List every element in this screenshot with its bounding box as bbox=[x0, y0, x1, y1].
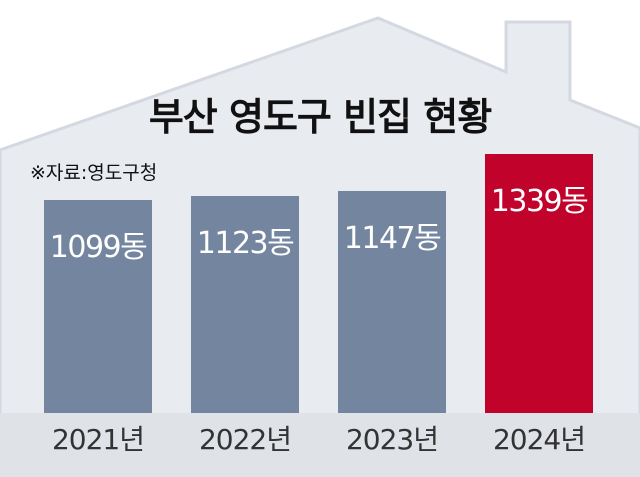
x-tick-label: 2024년 bbox=[492, 423, 586, 456]
bar-2024년: 1339동 bbox=[485, 154, 593, 413]
axis-band bbox=[0, 413, 640, 477]
x-tick-label: 2021년 bbox=[51, 423, 145, 456]
bar-value-label: 1123동 bbox=[196, 226, 295, 261]
bar-2022년: 1123동 bbox=[191, 196, 299, 413]
bar-value-label: 1147동 bbox=[343, 221, 442, 256]
x-tick-label: 2022년 bbox=[198, 423, 292, 456]
x-tick-label: 2023년 bbox=[345, 423, 439, 456]
bar-value-label: 1339동 bbox=[490, 184, 589, 219]
bar-value-label: 1099동 bbox=[49, 230, 148, 265]
chart-source: ※자료:영도구청 bbox=[30, 162, 158, 184]
house-outline bbox=[0, 16, 640, 477]
bar-2023년: 1147동 bbox=[338, 191, 446, 413]
bar-2021년: 1099동 bbox=[44, 200, 152, 413]
chart-title: 부산 영도구 빈집 현황 bbox=[148, 95, 492, 139]
